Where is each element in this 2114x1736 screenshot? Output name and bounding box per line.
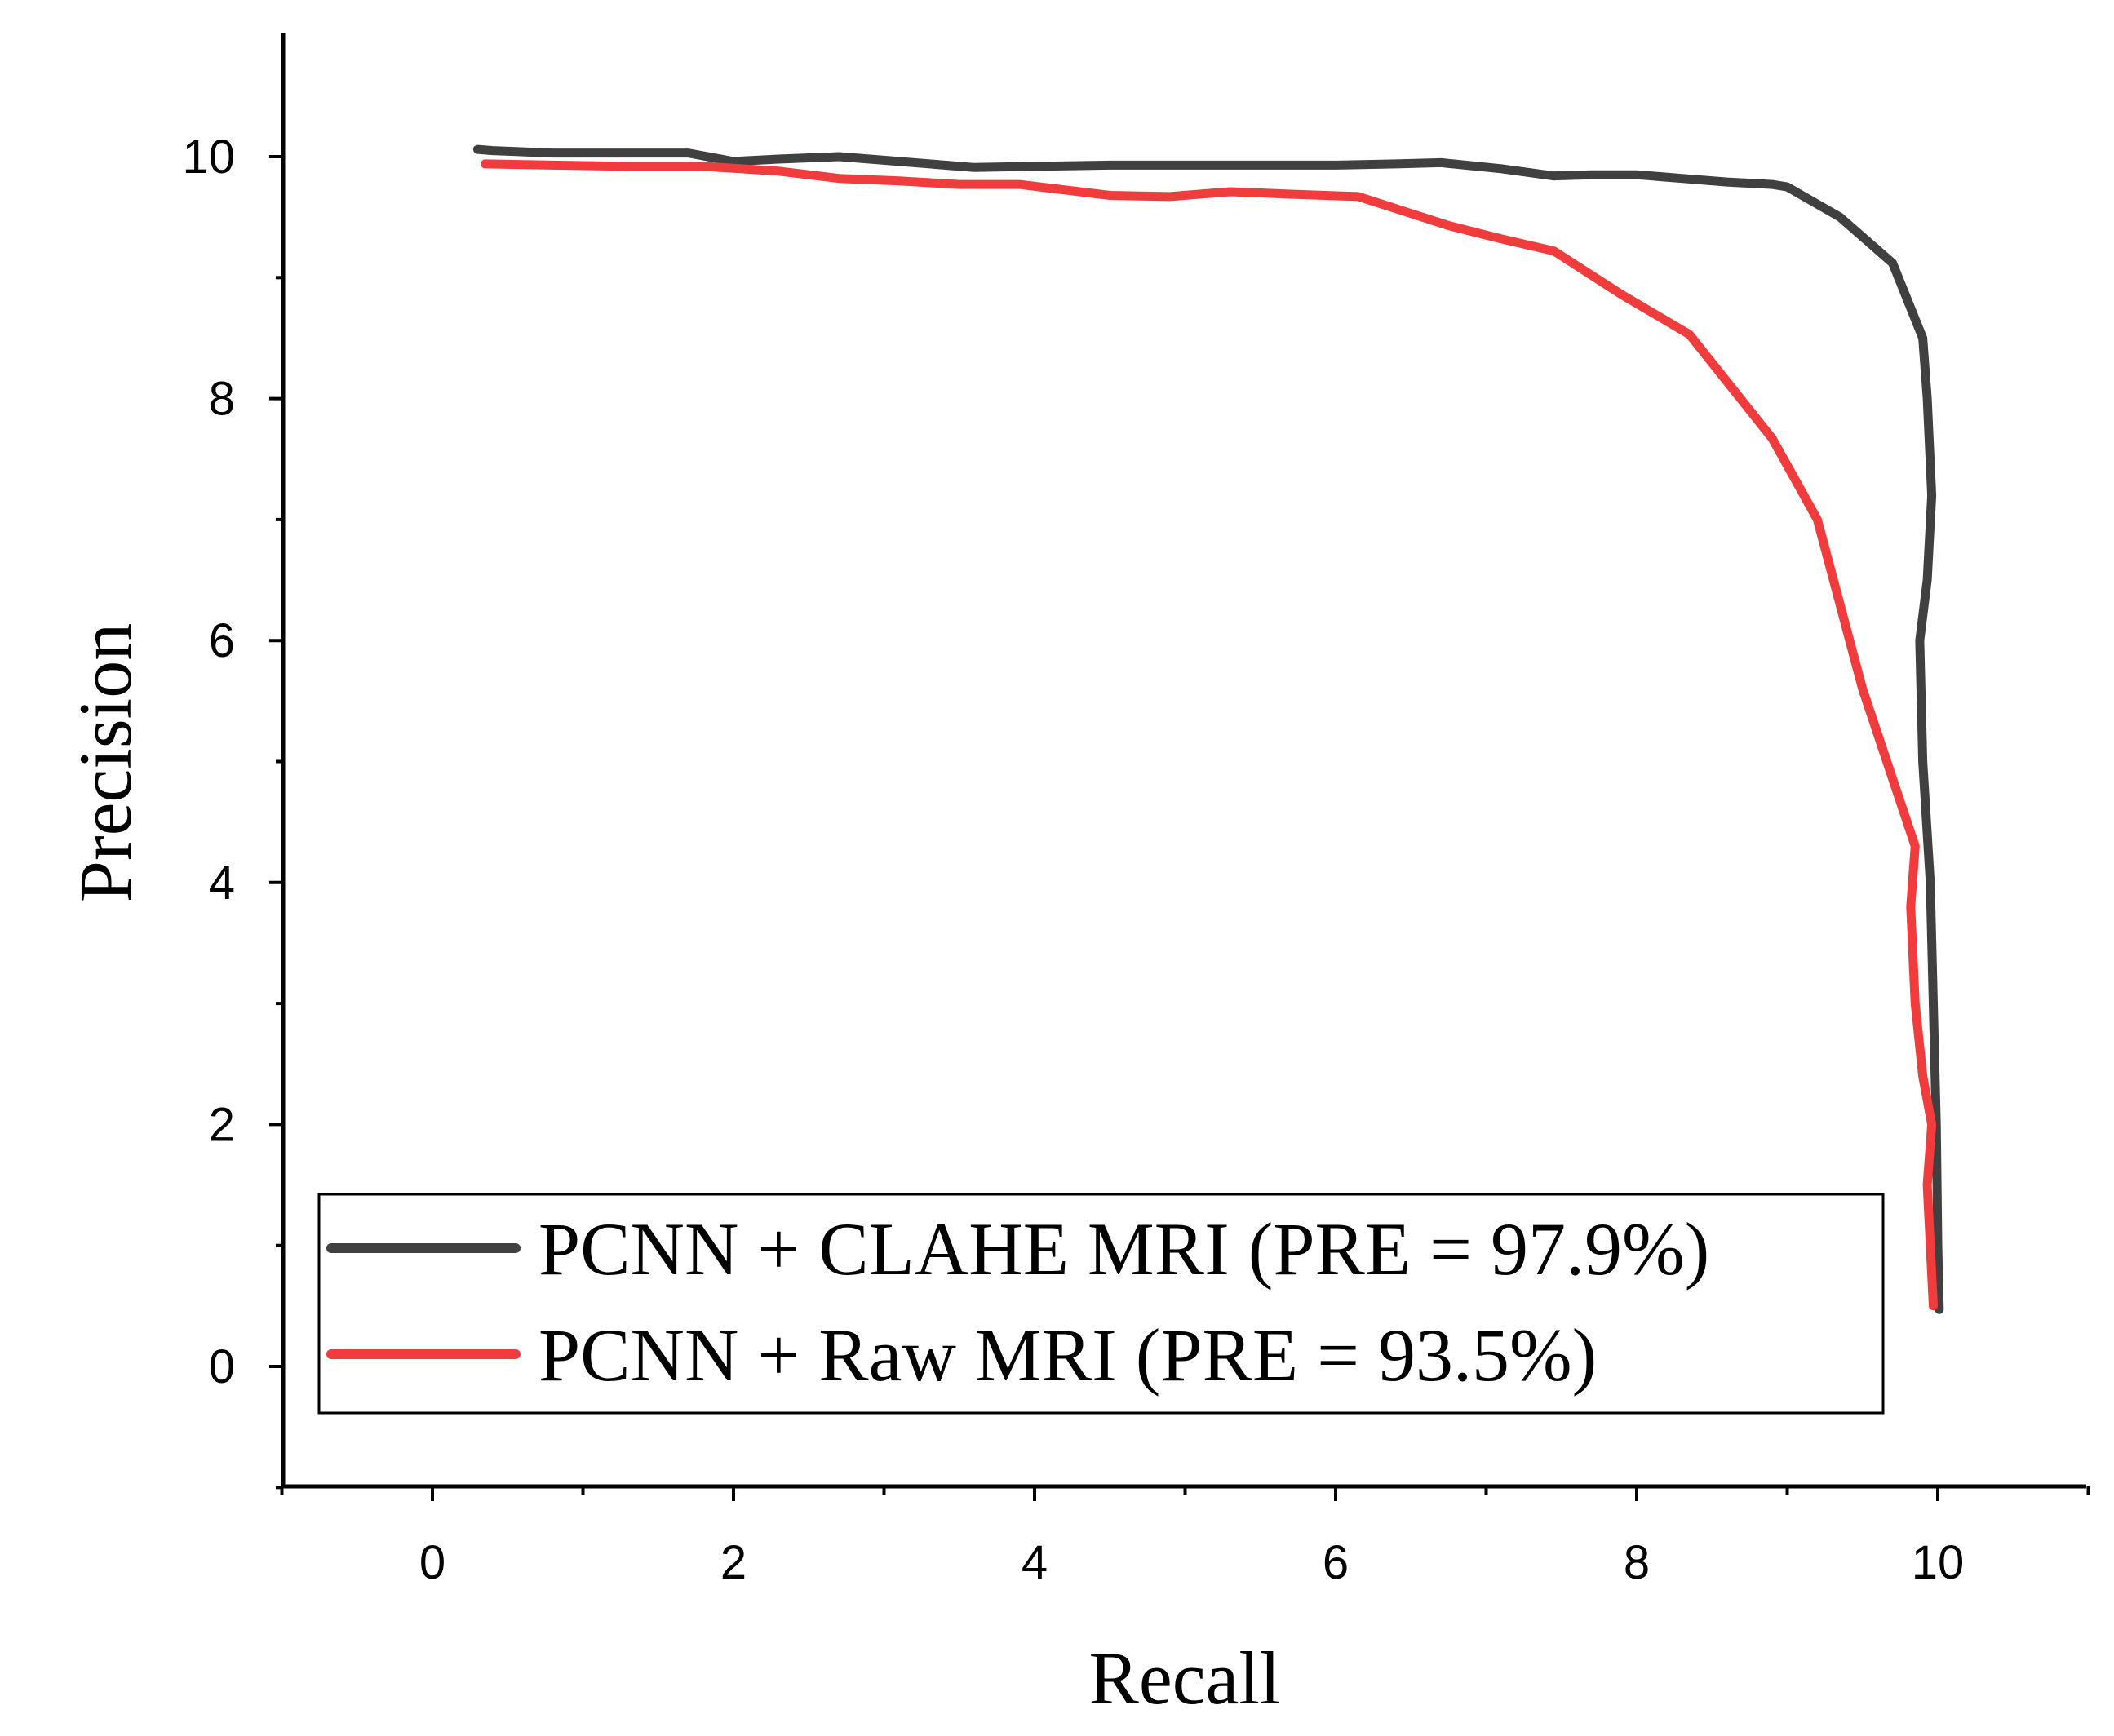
y-axis-title: Precision xyxy=(64,623,147,902)
y-tick-label-8: 8 xyxy=(209,373,235,426)
x-tick-label-2: 2 xyxy=(720,1536,747,1589)
x-tick-label-0: 0 xyxy=(419,1536,445,1589)
legend-label-clahe: PCNN + CLAHE MRI (PRE = 97.9%) xyxy=(538,1207,1709,1291)
legend: PCNN + CLAHE MRI (PRE = 97.9%) PCNN + Ra… xyxy=(317,1193,1885,1415)
y-tick-label-6: 6 xyxy=(209,614,235,667)
x-ticks: 0 2 4 6 8 10 xyxy=(280,1486,2090,1589)
y-tick-label-10: 10 xyxy=(182,131,235,184)
series-line-0 xyxy=(472,144,1944,1314)
legend-box xyxy=(317,1193,1885,1415)
x-tick-label-6: 6 xyxy=(1323,1536,1349,1589)
y-tick-label-0: 0 xyxy=(209,1340,235,1393)
x-tick-label-10: 10 xyxy=(1912,1536,1965,1589)
x-tick-label-4: 4 xyxy=(1022,1536,1048,1589)
y-tick-label-4: 4 xyxy=(209,857,235,910)
plot-lines xyxy=(472,144,1944,1314)
x-axis-title: Recall xyxy=(1089,1636,1281,1720)
x-tick-label-8: 8 xyxy=(1624,1536,1650,1589)
y-ticks: 0 2 4 6 8 10 xyxy=(182,131,283,1490)
y-tick-label-2: 2 xyxy=(209,1098,235,1151)
series-line-1 xyxy=(481,159,1938,1311)
legend-label-raw: PCNN + Raw MRI (PRE = 93.5%) xyxy=(538,1313,1597,1397)
